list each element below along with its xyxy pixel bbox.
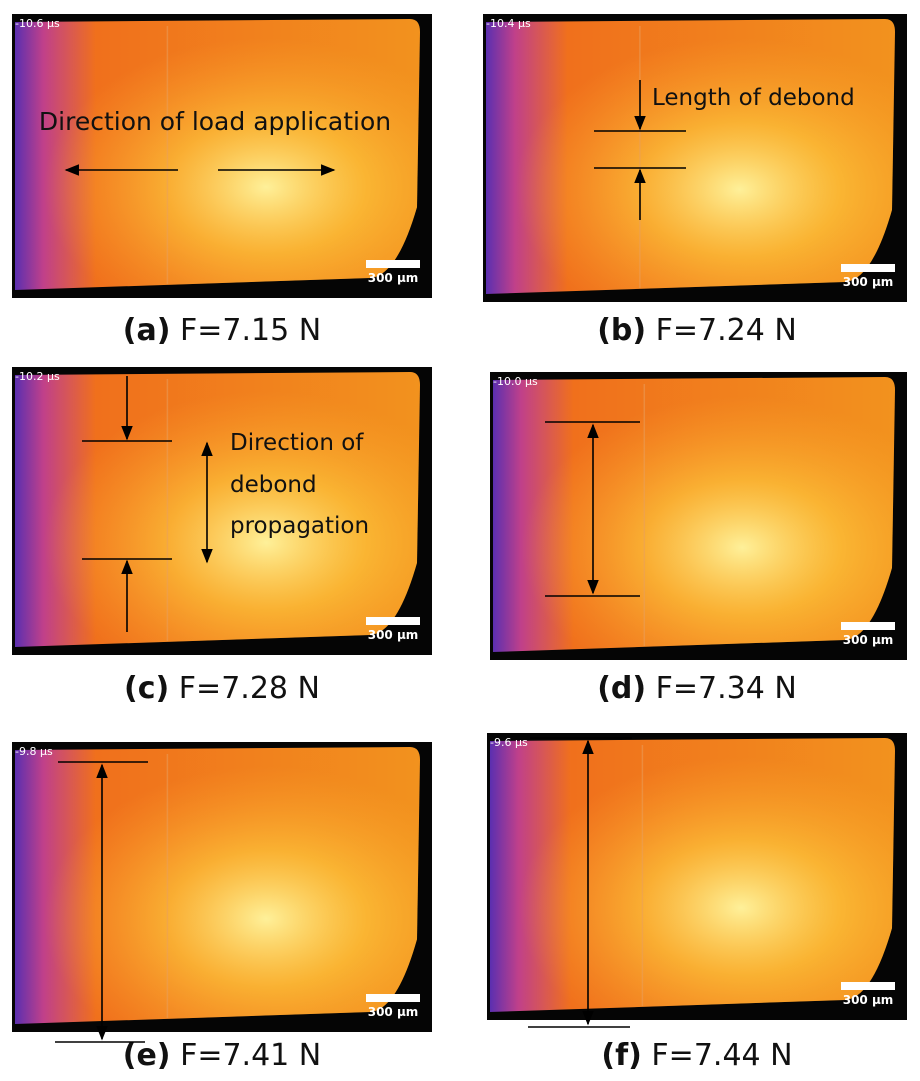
- caption: (f) F=7.44 N: [601, 1038, 792, 1073]
- scale-bar: [366, 994, 420, 1002]
- figure: -10.6 µs 300 µm (a) F=7.15 N -10.4 µs 300 µm…: [0, 0, 920, 1081]
- caption-force: F=7.41 N: [180, 1038, 321, 1073]
- image-panel: -10.0 µs 300 µm: [490, 372, 907, 660]
- image-panel: -9.6 µs 300 µm: [487, 733, 907, 1020]
- caption: (a) F=7.15 N: [123, 313, 321, 348]
- timestamp: -9.8 µs: [15, 745, 53, 758]
- caption-letter: (e): [123, 1038, 171, 1073]
- caption: (b) F=7.24 N: [597, 313, 797, 348]
- scale-bar: [366, 260, 420, 268]
- timestamp: -10.0 µs: [493, 375, 538, 388]
- image-panel: -10.4 µs 300 µm: [483, 14, 907, 302]
- timestamp: -10.6 µs: [15, 17, 60, 30]
- scale-bar: [841, 264, 895, 272]
- scale-bar: [841, 982, 895, 990]
- specimen-glow: [15, 747, 420, 1024]
- caption-letter: (a): [123, 313, 171, 348]
- caption-letter: (f): [601, 1038, 641, 1073]
- annotation: Direction of load application: [39, 107, 391, 136]
- annotation: propagation: [230, 513, 369, 539]
- caption-force: F=7.44 N: [651, 1038, 792, 1073]
- timestamp: -9.6 µs: [490, 736, 528, 749]
- specimen-glow: [15, 372, 420, 647]
- annotation: Length of debond: [652, 85, 855, 111]
- scale-label: 300 µm: [843, 275, 894, 289]
- timestamp: -10.4 µs: [486, 17, 531, 30]
- scale-bar: [841, 622, 895, 630]
- caption-force: F=7.34 N: [656, 671, 797, 706]
- caption: (e) F=7.41 N: [123, 1038, 322, 1073]
- caption-force: F=7.15 N: [180, 313, 321, 348]
- timestamp: -10.2 µs: [15, 370, 60, 383]
- specimen-glow: [490, 738, 895, 1012]
- scale-label: 300 µm: [368, 628, 419, 642]
- caption-letter: (d): [597, 671, 646, 706]
- panels: -10.6 µs 300 µm (a) F=7.15 N -10.4 µs 300 µm…: [12, 14, 907, 1073]
- scale-label: 300 µm: [843, 633, 894, 647]
- scale-label: 300 µm: [368, 1005, 419, 1019]
- specimen-glow: [493, 377, 895, 652]
- specimen-glow: [15, 19, 420, 290]
- caption-letter: (c): [124, 671, 169, 706]
- caption-letter: (b): [597, 313, 646, 348]
- scale-label: 300 µm: [843, 993, 894, 1007]
- caption: (d) F=7.34 N: [597, 671, 797, 706]
- image-panel: -10.6 µs 300 µm: [12, 14, 432, 298]
- image-panel: -10.2 µs 300 µm: [12, 367, 432, 655]
- specimen-glow: [486, 19, 895, 294]
- caption: (c) F=7.28 N: [124, 671, 320, 706]
- annotation: Direction of: [230, 430, 364, 456]
- scale-label: 300 µm: [368, 271, 419, 285]
- caption-force: F=7.24 N: [656, 313, 797, 348]
- annotation: debond: [230, 472, 317, 498]
- caption-force: F=7.28 N: [179, 671, 320, 706]
- scale-bar: [366, 617, 420, 625]
- image-panel: -9.8 µs 300 µm: [12, 742, 432, 1032]
